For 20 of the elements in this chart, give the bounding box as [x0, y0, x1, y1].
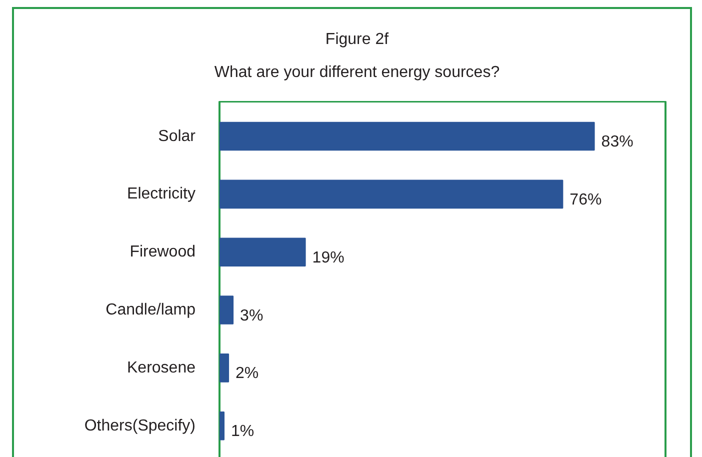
y-tick-label: Electricity: [127, 185, 196, 202]
bar: [220, 295, 234, 324]
data-label: 83%: [601, 133, 634, 150]
chart-title: Figure 2f: [325, 30, 389, 50]
data-label: 76%: [570, 191, 602, 208]
chart-subtitle: What are your different energy sources?: [214, 62, 500, 83]
data-label: 3%: [240, 306, 264, 324]
data-label: 2%: [236, 364, 259, 382]
y-tick-label: Kerosene: [127, 359, 196, 376]
bar: [220, 411, 225, 440]
bar: [220, 353, 230, 382]
y-tick-label: Solar: [158, 127, 196, 144]
y-tick-label: Candle/lamp: [106, 301, 196, 318]
bar: [220, 179, 564, 208]
bar: [220, 122, 595, 150]
data-label: 1%: [231, 422, 254, 440]
y-tick-label: Firewood: [130, 243, 196, 260]
bar: [220, 237, 306, 266]
y-tick-label: Others(Specify): [84, 417, 196, 434]
data-label: 19%: [312, 249, 344, 266]
